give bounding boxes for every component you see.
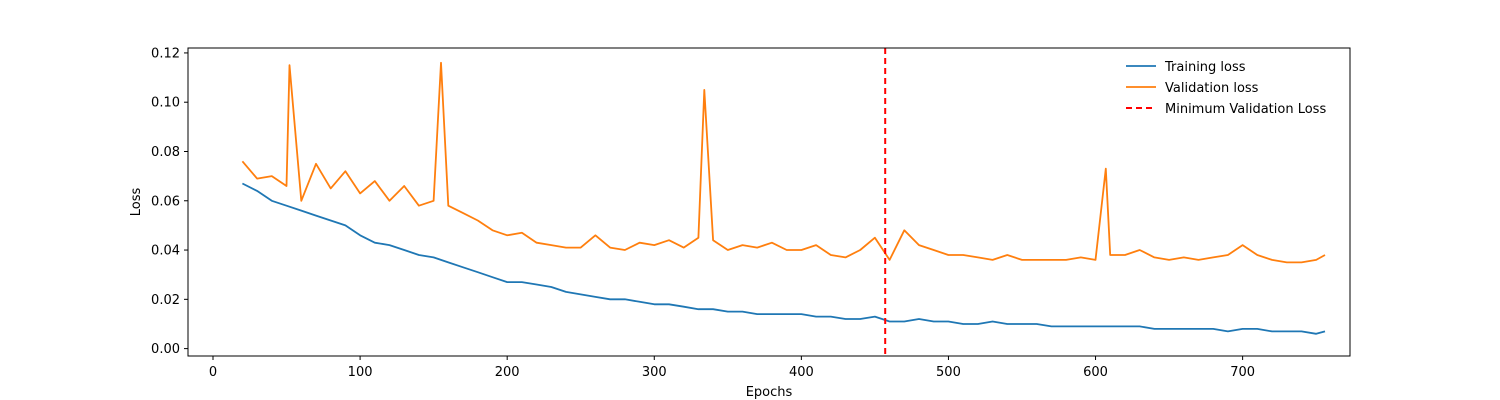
validation-loss-line [241, 61, 1326, 264]
legend-label-training-loss: Training loss [1164, 60, 1246, 75]
training-loss-line [241, 182, 1326, 335]
x-tick-label: 0 [209, 365, 217, 380]
y-tick-label: 0.00 [151, 342, 180, 357]
x-tick-label: 600 [1083, 365, 1108, 380]
x-tick-label: 400 [789, 365, 814, 380]
y-tick-label: 0.06 [151, 194, 180, 209]
series-layer [241, 48, 1326, 356]
y-axis-title: Loss [129, 188, 144, 217]
y-axis: 0.00 0.02 0.04 0.06 0.08 0.10 0.12 [151, 46, 188, 357]
y-tick-label: 0.02 [151, 293, 180, 308]
legend: Training loss Validation loss Minimum Va… [1126, 60, 1326, 117]
x-tick-label: 100 [348, 365, 373, 380]
y-tick-label: 0.10 [151, 96, 180, 111]
x-tick-label: 700 [1230, 365, 1255, 380]
x-tick-label: 500 [936, 365, 961, 380]
legend-label-validation-loss: Validation loss [1165, 81, 1259, 96]
y-tick-label: 0.12 [151, 46, 180, 61]
x-tick-label: 300 [642, 365, 667, 380]
plot-frame [187, 47, 1351, 357]
legend-label-minimum-validation-loss: Minimum Validation Loss [1165, 102, 1326, 117]
x-axis-title: Epochs [746, 385, 793, 400]
x-axis: 0 100 200 300 400 500 600 700 [209, 356, 1255, 380]
y-tick-label: 0.04 [151, 244, 180, 259]
x-tick-label: 200 [495, 365, 520, 380]
y-tick-label: 0.08 [151, 145, 180, 160]
